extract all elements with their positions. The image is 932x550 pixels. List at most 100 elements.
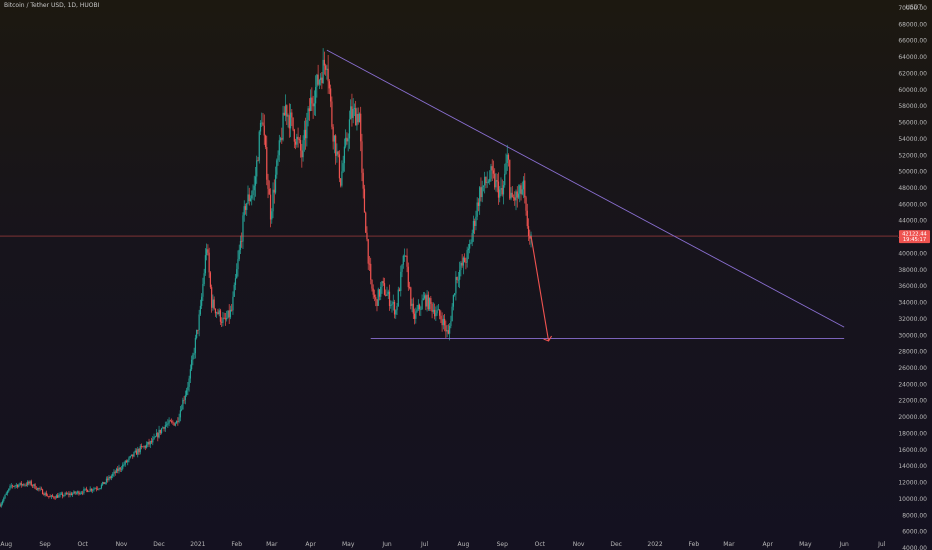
- candle-body: [356, 114, 358, 126]
- candle-body: [400, 271, 402, 291]
- y-tick-label: 6000.00: [902, 529, 927, 536]
- candle-body: [298, 139, 300, 141]
- candle-body: [494, 173, 496, 188]
- candle-body: [160, 428, 163, 433]
- candle-body: [122, 464, 124, 469]
- candle-body: [172, 421, 174, 423]
- y-tick-label: 60000.00: [898, 87, 927, 94]
- candle-body: [163, 427, 165, 429]
- candle-body: [428, 298, 431, 310]
- y-tick-label: 30000.00: [898, 332, 927, 339]
- candle-body: [441, 319, 443, 326]
- y-tick-label: 52000.00: [898, 152, 927, 159]
- candle-body: [164, 425, 166, 429]
- candle-body: [132, 454, 134, 457]
- candle-body: [449, 325, 451, 334]
- y-tick-label: 4000.00: [902, 545, 927, 550]
- chart-title: Bitcoin / Tether USD, 1D, HUOBI: [4, 2, 100, 9]
- candle-body: [254, 176, 257, 186]
- candle-body: [139, 446, 141, 453]
- candle-body: [296, 136, 298, 145]
- candle-body: [59, 494, 61, 496]
- candle-body: [33, 484, 35, 486]
- candle-body: [326, 68, 328, 70]
- candle-body: [454, 293, 456, 296]
- candle-body: [291, 112, 293, 118]
- candle-body: [439, 309, 441, 316]
- candle-body: [201, 296, 203, 306]
- candle-body: [109, 476, 111, 478]
- candle-body: [303, 129, 305, 141]
- candle-body: [515, 191, 517, 201]
- candle-body: [26, 481, 29, 486]
- candle-body: [372, 288, 374, 295]
- candle-body: [432, 309, 434, 312]
- candle-body: [322, 59, 324, 84]
- candle-body: [336, 151, 338, 156]
- candle-body: [371, 279, 373, 289]
- candle-body: [62, 493, 64, 497]
- y-tick-label: 40000.00: [898, 250, 927, 257]
- candle-body: [466, 250, 468, 263]
- candle-body: [211, 287, 213, 308]
- candle-body: [405, 255, 407, 257]
- candle-body: [496, 180, 498, 182]
- candle-body: [293, 129, 295, 142]
- candle-body: [440, 315, 442, 320]
- candle-body: [422, 298, 424, 301]
- candle-body: [72, 493, 74, 496]
- candle-body: [226, 317, 228, 320]
- candle-body: [74, 491, 76, 494]
- candle-body: [197, 329, 199, 331]
- candle-body: [68, 493, 70, 496]
- candle-body: [70, 493, 72, 496]
- candle-body: [269, 194, 272, 220]
- x-tick-label: Feb: [231, 541, 242, 548]
- candle-body: [153, 437, 155, 440]
- candle-body: [320, 77, 322, 81]
- descending-trendline: [326, 49, 845, 328]
- candle-body: [462, 257, 465, 266]
- candle-body: [169, 420, 171, 422]
- candle-body: [24, 484, 26, 486]
- y-tick-label: 14000.00: [898, 463, 927, 470]
- candle-body: [99, 488, 101, 489]
- candle-body: [436, 310, 438, 314]
- candle-body: [82, 492, 84, 494]
- x-tick-label: Jul: [877, 541, 886, 548]
- candle-body: [330, 88, 332, 102]
- candle-body: [69, 493, 71, 496]
- candle-body: [34, 484, 36, 489]
- candle-body: [177, 420, 179, 422]
- candle-body: [79, 493, 81, 495]
- candle-body: [221, 321, 223, 323]
- candle-body: [36, 487, 39, 490]
- candle-body: [281, 138, 283, 140]
- x-tick-label: Nov: [116, 541, 128, 548]
- candle-body: [521, 189, 523, 195]
- candle-body: [1, 501, 4, 504]
- candle-body: [259, 122, 262, 132]
- candle-body: [376, 299, 378, 306]
- candle-body: [191, 359, 193, 370]
- candle-body: [507, 154, 510, 160]
- x-tick-label: Oct: [77, 541, 88, 548]
- y-tick-label: 12000.00: [898, 480, 927, 487]
- candle-body: [476, 202, 478, 217]
- candle-body: [485, 176, 487, 184]
- candle-body: [198, 314, 200, 330]
- candle-body: [484, 176, 486, 186]
- candle-body: [398, 289, 401, 291]
- candle-body: [420, 309, 422, 310]
- candle-body: [251, 195, 253, 199]
- candle-body: [193, 353, 195, 355]
- candle-body: [52, 495, 54, 497]
- candle-body: [145, 444, 148, 448]
- candle-body: [516, 191, 518, 198]
- candle-body: [323, 59, 325, 66]
- candle-body: [360, 113, 362, 142]
- y-tick-label: 44000.00: [898, 218, 927, 225]
- candle-body: [350, 106, 352, 120]
